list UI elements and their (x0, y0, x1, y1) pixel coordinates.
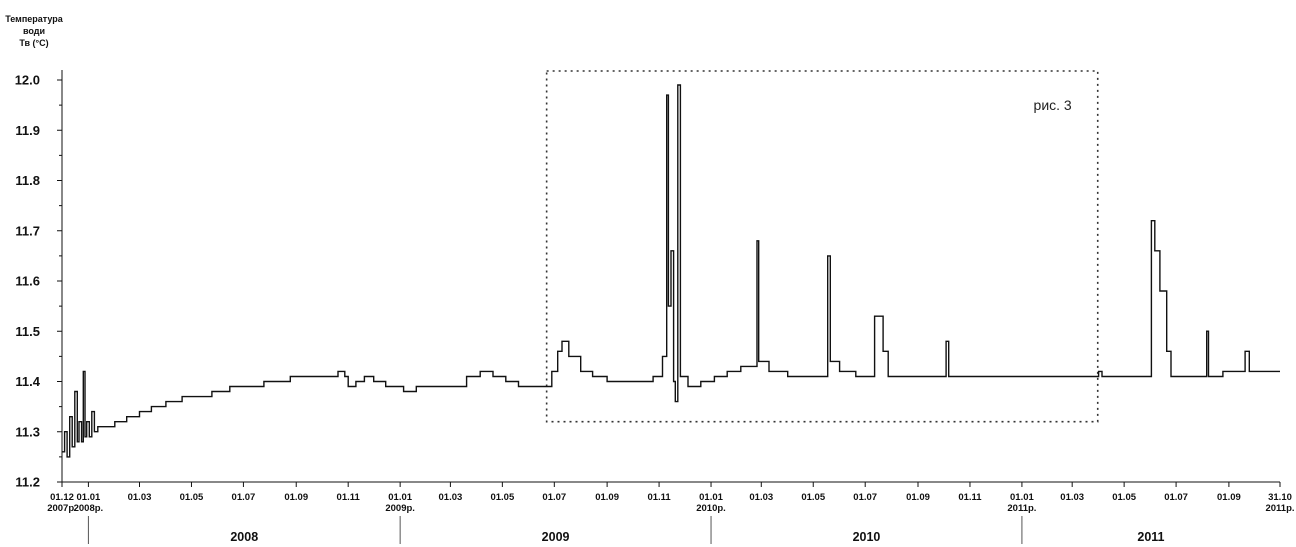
x-tick-label: 01.05 (801, 492, 825, 503)
x-tick-label: 01.01 (388, 492, 412, 503)
tick-labels: 11.2 11.3 11.4 11.5 11.6 11.7 11.8 11.9 12.0 01.1… (15, 73, 1295, 545)
axes (57, 70, 1281, 544)
annotation-rect (545, 70, 1099, 423)
y-axis-title-line-1: Температура (5, 14, 64, 24)
y-axis-title-line-2: води (23, 26, 45, 36)
year-label: 2011 (1137, 530, 1164, 544)
x-tick-year-label: 2008р. (74, 503, 104, 514)
x-tick-label: 01.03 (128, 492, 152, 503)
x-tick-label: 01.09 (1217, 492, 1241, 503)
y-tick-label: 11.8 (15, 173, 40, 188)
x-tick-label: 01.05 (490, 492, 514, 503)
x-tick-label: 01.11 (337, 492, 361, 503)
x-tick-label: 01.09 (906, 492, 930, 503)
x-tick-label: 01.11 (958, 492, 982, 503)
x-tick-year-label: 2011р. (1265, 503, 1294, 514)
annotation-box: рис. 3 (545, 70, 1099, 423)
y-axis-title: Температура води Тв (°C) (5, 14, 64, 48)
x-tick-label: 01.05 (180, 492, 204, 503)
y-tick-label: 11.6 (15, 274, 40, 289)
x-tick-label: 01.11 (647, 492, 671, 503)
y-tick-label: 11.2 (15, 475, 40, 490)
x-tick-label: 01.07 (232, 492, 256, 503)
x-tick-label: 01.07 (1164, 492, 1188, 503)
year-label: 2009 (542, 530, 570, 544)
x-tick-label: 01.01 (1010, 492, 1034, 503)
y-tick-label: 11.4 (15, 374, 40, 389)
y-tick-label: 12.0 (15, 73, 40, 88)
x-tick-year-label: 2011р. (1007, 503, 1036, 514)
annotation-label: рис. 3 (1034, 97, 1072, 113)
series-layer (62, 84, 1280, 458)
year-label: 2008 (230, 530, 258, 544)
y-tick-label: 11.9 (15, 123, 40, 138)
x-tick-year-label: 2007р. (47, 503, 77, 514)
x-tick-label: 01.05 (1112, 492, 1136, 503)
x-tick-year-label: 2010р. (696, 503, 726, 514)
series-line (62, 84, 1280, 458)
x-tick-label: 01.03 (1060, 492, 1084, 503)
y-tick-label: 11.5 (15, 324, 40, 339)
x-tick-year-label: 2009р. (385, 503, 415, 514)
x-tick-label: 01.09 (595, 492, 619, 503)
x-tick-label: 01.03 (749, 492, 773, 503)
x-tick-label: 01.01 (699, 492, 723, 503)
x-tick-label: 01.03 (439, 492, 463, 503)
x-tick-label: 01.01 (77, 492, 101, 503)
x-tick-label: 01.09 (284, 492, 308, 503)
y-tick-label: 11.7 (15, 223, 40, 238)
x-tick-label: 01.07 (853, 492, 877, 503)
x-tick-label: 31.10 (1268, 492, 1292, 503)
year-label: 2010 (853, 530, 881, 544)
y-tick-label: 11.3 (15, 424, 40, 439)
x-tick-label: 01.07 (542, 492, 566, 503)
y-axis-title-line-3: Тв (°C) (19, 38, 48, 48)
x-tick-label: 01.12 (50, 492, 74, 503)
